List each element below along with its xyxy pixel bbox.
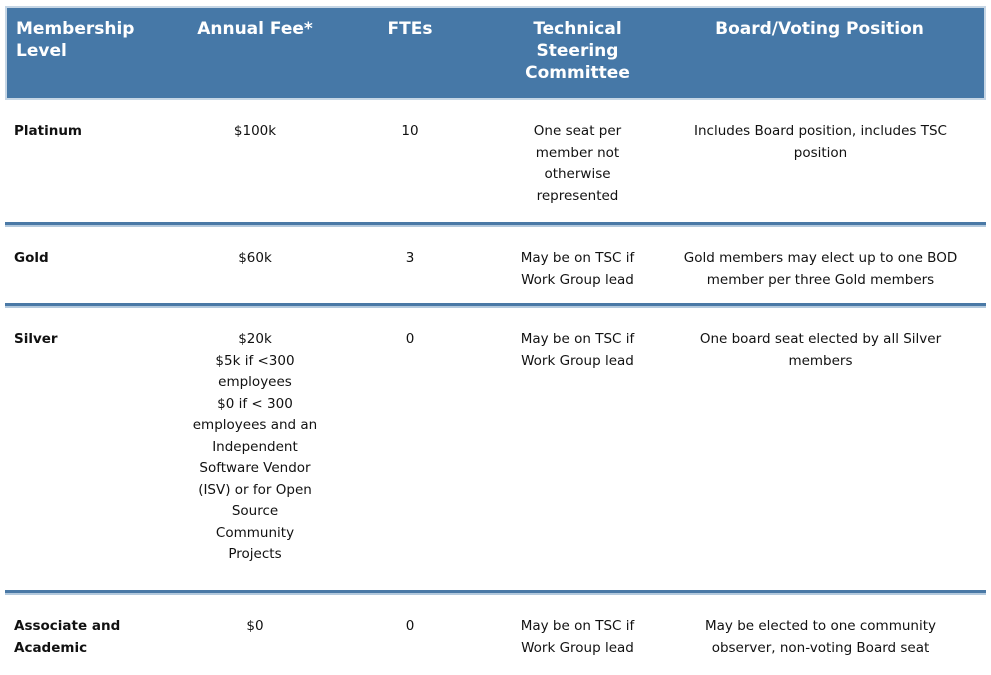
text-line: Gold members may elect up to one BOD xyxy=(683,250,958,266)
cell-technical-steering-committee: May be on TSC if Work Group lead xyxy=(475,616,680,663)
text-line: May be on TSC if xyxy=(520,250,635,266)
header-cell-level: Membership Level xyxy=(7,18,165,98)
text-line: One board seat elected by all Silver xyxy=(699,331,942,347)
text-line: member per three Gold members xyxy=(706,271,935,288)
text-line: Committee xyxy=(525,63,630,83)
text-line: Annual Fee* xyxy=(197,19,313,39)
cell-annual-fee: $100k xyxy=(165,121,345,210)
text-line: Platinum xyxy=(14,123,83,139)
cell-annual-fee: $0 xyxy=(165,616,345,663)
cell-technical-steering-committee: One seat per member not otherwise represent… xyxy=(475,121,680,210)
text-line: Steering xyxy=(536,41,619,61)
text-line: (ISV) or for Open xyxy=(198,481,312,498)
cell-ftes: 3 xyxy=(345,248,475,291)
text-line: position xyxy=(793,144,848,161)
text-line: 0 xyxy=(405,618,415,634)
cell-board-voting-position: Includes Board position, includes TSC pos… xyxy=(680,121,986,210)
cell-membership-level: Associate and Academic xyxy=(5,616,165,663)
header-cell-fee: Annual Fee* xyxy=(165,18,345,98)
text-line: member not xyxy=(535,144,620,161)
text-line: $60k xyxy=(238,250,272,266)
cell-technical-steering-committee: May be on TSC if Work Group lead xyxy=(475,248,680,291)
text-line: 3 xyxy=(405,250,415,266)
text-line: Associate and xyxy=(14,618,121,634)
cell-ftes: 0 xyxy=(345,329,475,578)
table-header-row: Membership Level Annual Fee* FTEs Technical S… xyxy=(5,6,986,100)
text-line: $100k xyxy=(233,123,277,139)
cell-board-voting-position: One board seat elected by all Silver memb… xyxy=(680,329,986,578)
cell-annual-fee: $60k xyxy=(165,248,345,291)
table-row: Platinum $100k 10 One seat per member not… xyxy=(5,100,986,222)
text-line: Community xyxy=(215,524,295,541)
text-line: $5k if <300 xyxy=(215,352,295,369)
table-row: Gold $60k 3 May be on TSC if Work Group l… xyxy=(5,227,986,303)
row-separator xyxy=(5,590,986,595)
cell-membership-level: Platinum xyxy=(5,121,165,210)
text-line: Technical xyxy=(533,19,622,39)
text-line: employees and an xyxy=(192,417,318,433)
text-line: Work Group lead xyxy=(521,352,634,369)
cell-ftes: 0 xyxy=(345,616,475,663)
table-row: Associate and Academic $0 0 May be on TSC… xyxy=(5,595,986,675)
text-line: members xyxy=(788,352,853,369)
text-line: Academic xyxy=(14,639,88,656)
text-line: Gold xyxy=(14,250,49,266)
table-row: Silver $20k $5k if <300 employees $0 if < 3… xyxy=(5,308,986,590)
text-line: $0 if < 300 xyxy=(217,395,293,412)
text-line: $0 xyxy=(246,618,264,634)
table-body: Platinum $100k 10 One seat per member not… xyxy=(5,100,986,675)
text-line: May be on TSC if xyxy=(520,331,635,347)
text-line: Source xyxy=(231,503,279,519)
cell-annual-fee: $20k $5k if <300 employees $0 if < 300 emplo… xyxy=(165,329,345,578)
membership-levels-table: Membership Level Annual Fee* FTEs Technical S… xyxy=(5,6,986,675)
text-line: One seat per xyxy=(533,123,622,139)
cell-membership-level: Silver xyxy=(5,329,165,578)
text-line: Level xyxy=(16,41,67,61)
text-line: observer, non-voting Board seat xyxy=(711,639,930,656)
text-line: 0 xyxy=(405,331,415,347)
header-cell-board: Board/Voting Position xyxy=(680,18,984,98)
row-separator xyxy=(5,303,986,308)
text-line: Includes Board position, includes TSC xyxy=(694,123,947,139)
text-line: Projects xyxy=(228,546,282,562)
cell-board-voting-position: Gold members may elect up to one BOD memb… xyxy=(680,248,986,291)
text-line: $20k xyxy=(238,331,272,347)
text-line: Board/Voting Position xyxy=(715,19,924,39)
text-line: May be elected to one community xyxy=(705,618,936,634)
cell-technical-steering-committee: May be on TSC if Work Group lead xyxy=(475,329,680,578)
text-line: Membership xyxy=(16,19,135,39)
row-separator xyxy=(5,222,986,227)
text-line: May be on TSC if xyxy=(520,618,635,634)
text-line: Independent xyxy=(212,438,298,455)
text-line: Software Vendor xyxy=(199,460,311,476)
text-line: employees xyxy=(218,374,292,390)
text-line: 10 xyxy=(401,123,419,139)
text-line: Work Group lead xyxy=(521,639,634,656)
text-line: FTEs xyxy=(387,19,433,39)
text-line: Work Group lead xyxy=(521,271,634,288)
text-line: Silver xyxy=(14,331,58,347)
header-cell-tsc: Technical Steering Committee xyxy=(475,18,680,98)
cell-ftes: 10 xyxy=(345,121,475,210)
cell-membership-level: Gold xyxy=(5,248,165,291)
text-line: represented xyxy=(536,187,619,204)
text-line: otherwise xyxy=(544,166,611,182)
cell-board-voting-position: May be elected to one community observer,… xyxy=(680,616,986,663)
header-cell-ftes: FTEs xyxy=(345,18,475,98)
